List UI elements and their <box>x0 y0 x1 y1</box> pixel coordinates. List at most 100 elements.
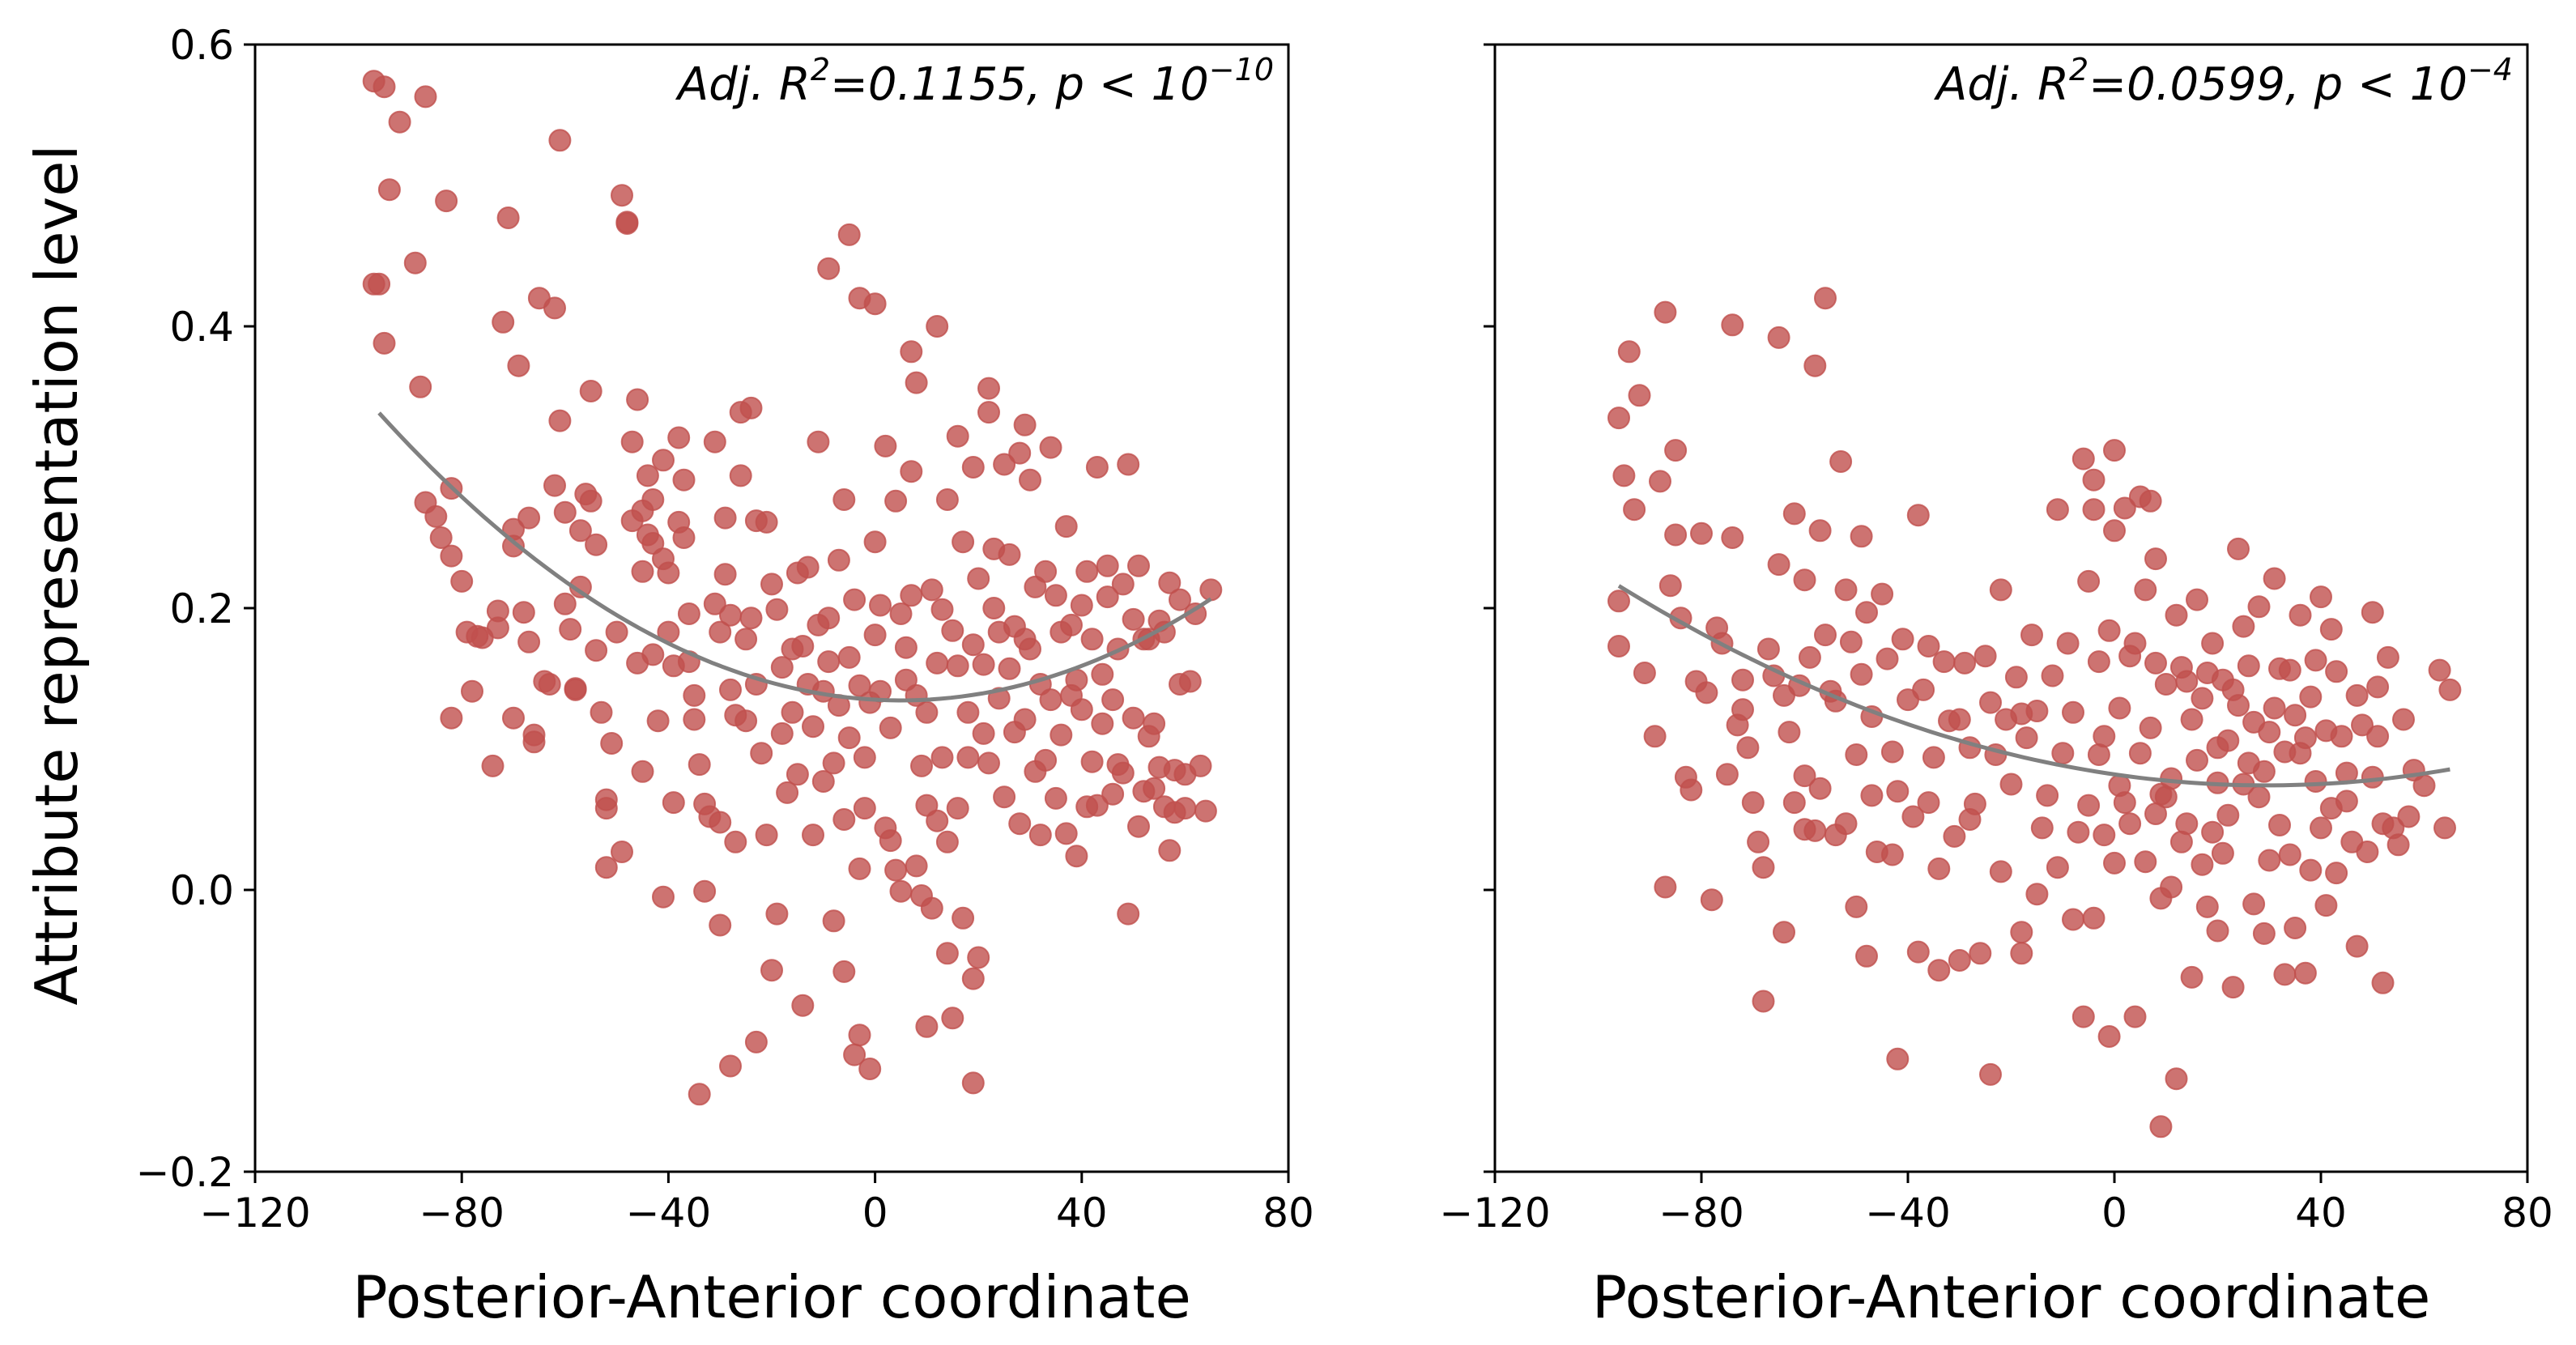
fit-annotation: Adj. R2=0.0599, p < 10−4 <box>1934 52 2513 111</box>
data-point <box>1948 708 1971 731</box>
data-point <box>832 808 856 831</box>
data-point <box>760 572 783 596</box>
data-point <box>1607 590 1630 613</box>
data-point <box>837 645 861 669</box>
data-point <box>1906 940 1930 964</box>
data-point <box>1793 568 1816 592</box>
data-point <box>822 909 845 933</box>
data-point <box>605 620 628 644</box>
data-point <box>910 754 933 777</box>
data-point <box>1953 651 1977 675</box>
data-point <box>2319 618 2343 641</box>
data-point <box>1948 949 1971 972</box>
data-point <box>750 742 773 765</box>
data-point <box>1860 784 1884 807</box>
data-point <box>1808 519 1832 543</box>
data-point <box>657 561 680 585</box>
data-point <box>1658 574 1682 598</box>
data-point <box>641 532 665 555</box>
x-tick-label: −120 <box>1439 1190 1550 1236</box>
data-point <box>1054 822 1078 845</box>
data-point <box>1628 384 1651 407</box>
data-point <box>832 488 856 511</box>
data-point <box>2366 675 2390 699</box>
data-point <box>1070 594 1093 617</box>
data-point <box>1778 721 1801 744</box>
data-point <box>2273 963 2297 986</box>
data-point <box>559 618 582 641</box>
data-point <box>1654 300 1677 324</box>
data-point <box>2412 774 2436 798</box>
data-point <box>1085 456 1109 479</box>
data-point <box>2299 685 2323 709</box>
data-point <box>832 960 856 983</box>
data-point <box>1741 791 1765 815</box>
data-point <box>1773 921 1795 944</box>
data-point <box>1075 560 1099 583</box>
data-point <box>1736 736 1760 760</box>
data-point <box>2103 439 2126 462</box>
data-point <box>435 189 458 213</box>
x-tick-label: 0 <box>2101 1190 2127 1236</box>
data-point <box>2428 658 2451 682</box>
data-point <box>2284 704 2307 727</box>
data-point <box>894 668 918 692</box>
data-point <box>1044 786 1067 810</box>
data-point <box>709 913 732 937</box>
data-point <box>1117 902 1140 926</box>
data-point <box>1039 688 1062 712</box>
data-point <box>1814 624 1837 647</box>
data-point <box>786 763 809 786</box>
data-point <box>2278 843 2301 866</box>
data-point <box>2335 790 2358 813</box>
data-point <box>373 75 396 99</box>
data-point <box>2227 537 2250 560</box>
data-point <box>817 607 841 630</box>
data-point <box>492 310 515 334</box>
data-point <box>2387 833 2410 857</box>
data-point <box>641 643 665 666</box>
data-point <box>1013 413 1037 436</box>
data-point <box>1623 498 1646 521</box>
data-point <box>2392 708 2415 731</box>
data-point <box>1008 812 1032 836</box>
data-point <box>1199 578 1223 602</box>
data-point <box>585 533 608 556</box>
scatter-points <box>362 70 1223 1106</box>
data-point <box>2310 816 2332 840</box>
data-point <box>2284 917 2307 939</box>
data-point <box>2397 805 2421 828</box>
data-point <box>672 526 696 549</box>
x-tick-label: 80 <box>2501 1190 2553 1236</box>
data-point <box>1617 340 1641 364</box>
data-point <box>1814 287 1837 310</box>
data-point <box>2310 585 2332 609</box>
data-point <box>652 885 675 909</box>
data-point <box>1756 637 1780 661</box>
data-point <box>1091 662 1114 686</box>
data-point <box>2103 519 2126 543</box>
data-point <box>2180 708 2203 731</box>
data-point <box>2180 965 2203 989</box>
data-point <box>2097 1025 2121 1048</box>
data-point <box>1886 780 1910 803</box>
data-point <box>1034 748 1058 772</box>
data-point <box>543 474 566 497</box>
data-point <box>409 375 432 398</box>
data-point <box>2036 784 2059 807</box>
data-point <box>781 700 804 724</box>
panel-left: −120 −80 −40 0 40 80 −0.2 0.0 0.2 0.4 0.6 Adj. R2… <box>136 22 1314 1331</box>
data-point <box>1782 502 1806 526</box>
data-point <box>2020 624 2043 647</box>
data-point <box>2195 895 2219 918</box>
data-point <box>1906 504 1930 527</box>
data-point <box>2175 670 2199 693</box>
data-point <box>734 628 758 651</box>
data-point <box>677 602 700 625</box>
data-point <box>646 709 670 733</box>
data-point <box>791 635 815 658</box>
data-point <box>755 510 778 534</box>
data-point <box>817 650 841 674</box>
data-point <box>2186 588 2208 611</box>
panel-right: −120 −80 −40 0 40 80 Adj. R2=0.0599, p < 10−4… <box>1439 43 2553 1331</box>
